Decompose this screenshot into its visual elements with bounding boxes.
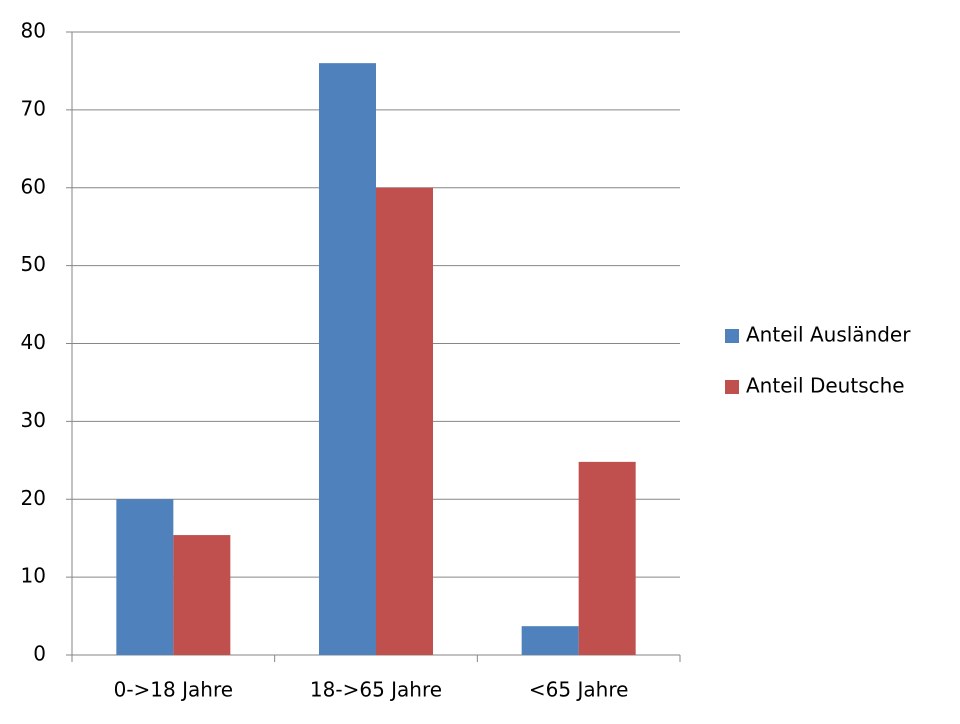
y-tick-label: 50 [21, 252, 46, 276]
bar [116, 499, 174, 655]
y-tick-label: 0 [33, 642, 46, 666]
x-tick-label: 0->18 Jahre [114, 678, 233, 702]
legend-label: Anteil Ausländer [746, 323, 911, 347]
y-tick-label: 60 [21, 174, 46, 198]
y-tick-label: 10 [21, 564, 46, 588]
y-tick-label: 70 [21, 96, 46, 120]
y-tick-label: 30 [21, 408, 46, 432]
bar [319, 63, 376, 655]
y-tick-label: 80 [21, 19, 46, 43]
y-tick-label: 40 [21, 330, 46, 354]
bar [578, 461, 636, 655]
y-tick-label: 20 [21, 486, 46, 510]
legend-swatch [725, 380, 739, 394]
x-tick-label: 18->65 Jahre [310, 678, 442, 702]
bar [521, 626, 579, 655]
bar [376, 187, 433, 655]
legend-label: Anteil Deutsche [746, 374, 905, 398]
bar [173, 535, 231, 655]
legend-swatch [725, 329, 739, 343]
x-tick-label: <65 Jahre [529, 678, 628, 702]
